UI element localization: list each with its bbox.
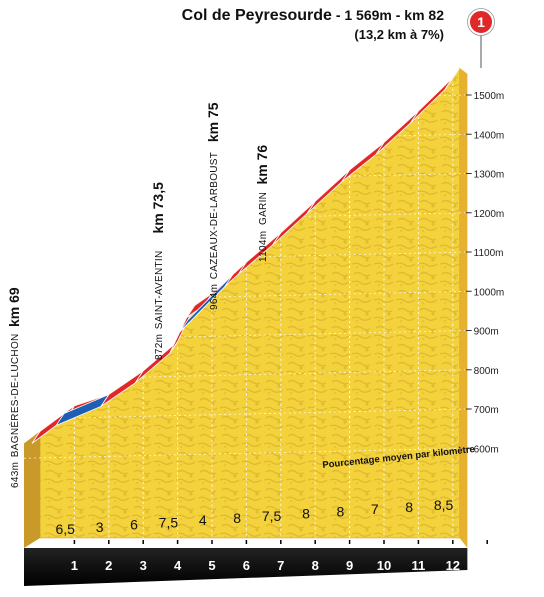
altitude-gridline — [23, 212, 468, 224]
y-axis: 600m 700m 800m 900m 1000m 1100m 1200m 1300m 1400… — [465, 91, 505, 455]
location-km: km 75 — [205, 102, 221, 142]
road-segment-flat — [179, 274, 233, 333]
km-tick-label: 2 — [105, 558, 112, 573]
location-name: SAINT-AVENTIN — [154, 250, 165, 329]
y-tick-label: 1300m — [474, 170, 505, 181]
gradient-label: 7 — [371, 501, 379, 517]
gradient-label: 7,5 — [159, 514, 179, 530]
gradient-label: 8 — [337, 503, 345, 519]
y-tick-label: 1000m — [474, 287, 505, 298]
climb-subtitle: (13,2 km à 7%) — [354, 27, 444, 42]
km-base-strip: 1 2 3 4 5 6 7 8 9 10 11 12 13 — [24, 540, 494, 586]
km-tick-label: 4 — [174, 558, 182, 573]
y-tick-label: 800m — [474, 366, 499, 377]
gradient-label: 3 — [96, 519, 104, 535]
terrain-left-face — [24, 431, 40, 548]
climb-title-block: Col de Peyresourde - 1 569m - km 82 (13,… — [182, 6, 444, 44]
gradient-label: 6 — [130, 517, 138, 533]
terrain-fill — [39, 66, 460, 539]
climb-details: - 1 569m - km 82 — [331, 7, 444, 23]
altitude-gridline — [23, 447, 468, 459]
altitude-gridline — [23, 290, 468, 302]
y-tick-label: 1400m — [474, 130, 505, 141]
gradient-label: 8 — [233, 510, 241, 526]
y-tick-label: 700m — [474, 405, 499, 416]
km-tick-label: 11 — [412, 558, 426, 573]
gradient-label: 7,5 — [262, 508, 282, 524]
km-tick-label: 3 — [140, 558, 147, 573]
road-profile — [31, 67, 461, 444]
altitude-gridline — [23, 173, 468, 184]
y-tick-label: 1200m — [474, 209, 505, 220]
gradient-label: 6,5 — [55, 521, 75, 537]
y-tick-label: 1500m — [474, 91, 505, 102]
gradient-label: 8 — [405, 499, 413, 515]
location-km: km 69 — [6, 287, 22, 327]
altitude-gridline — [23, 94, 468, 106]
location-altitude: 964m — [209, 284, 220, 310]
terrain-area — [24, 66, 468, 548]
summit-marker: 1 — [467, 8, 495, 68]
location-km: km 76 — [254, 145, 270, 185]
location-altitude: 1104m — [258, 231, 269, 262]
location-label-group: 964m CAZEAUX-DE-LARBOUST km 75 — [205, 102, 221, 310]
km-tick-label: 1 — [71, 558, 78, 573]
km-base-strip-fill — [24, 548, 468, 586]
altitude-gridline — [23, 408, 468, 420]
gradient-label: 4 — [199, 512, 207, 528]
y-tick-label: 1100m — [474, 248, 504, 259]
km-tick-label: 10 — [377, 558, 391, 573]
summit-marker-number: 1 — [477, 14, 485, 30]
location-label-group: 872m SAINT-AVENTIN km 73,5 — [150, 182, 166, 360]
road-segment — [444, 67, 461, 90]
y-tick-label: 900m — [474, 327, 499, 338]
location-name: CAZEAUX-DE-LARBOUST — [209, 152, 220, 279]
km-tick-label: 8 — [312, 558, 319, 573]
gradient-label: 8 — [302, 506, 310, 522]
y-tick-label: 600m — [474, 444, 499, 455]
km-tick-label: 7 — [277, 558, 284, 573]
location-label-group: 1104m GARIN km 76 — [254, 145, 270, 262]
gridlines — [23, 83, 468, 538]
location-km: km 73,5 — [150, 182, 166, 234]
location-label-group: 643m BAGNÈRES-DE-LUCHON km 69 — [6, 287, 22, 488]
km-tick-label: 6 — [243, 558, 250, 573]
location-altitude: 872m — [154, 334, 165, 360]
altitude-gridline — [23, 251, 468, 263]
climb-name: Col de Peyresourde — [181, 7, 332, 24]
location-labels: 643m BAGNÈRES-DE-LUCHON km 69 872m SAINT-AVE… — [6, 102, 270, 488]
summit-marker-circle — [468, 9, 494, 35]
location-altitude: 643m — [10, 462, 21, 488]
altitude-gridline — [23, 133, 468, 145]
gradient-labels: 6,5 3 6 7,5 4 8 7,5 8 8 7 8 8,5 — [55, 497, 453, 537]
terrain-side-face — [459, 67, 468, 548]
km-tick-label: 5 — [208, 558, 215, 573]
km-tick-label: 12 — [446, 558, 460, 573]
altitude-gridline — [23, 330, 468, 341]
road-segment-flat — [55, 393, 110, 427]
altitude-gridline — [23, 369, 468, 381]
location-name: GARIN — [258, 192, 269, 225]
km-tick-label: 9 — [346, 558, 353, 573]
location-name: BAGNÈRES-DE-LUCHON — [8, 333, 21, 457]
gradient-label: 8,5 — [434, 497, 454, 513]
km-tick-label: 13 — [480, 558, 494, 573]
